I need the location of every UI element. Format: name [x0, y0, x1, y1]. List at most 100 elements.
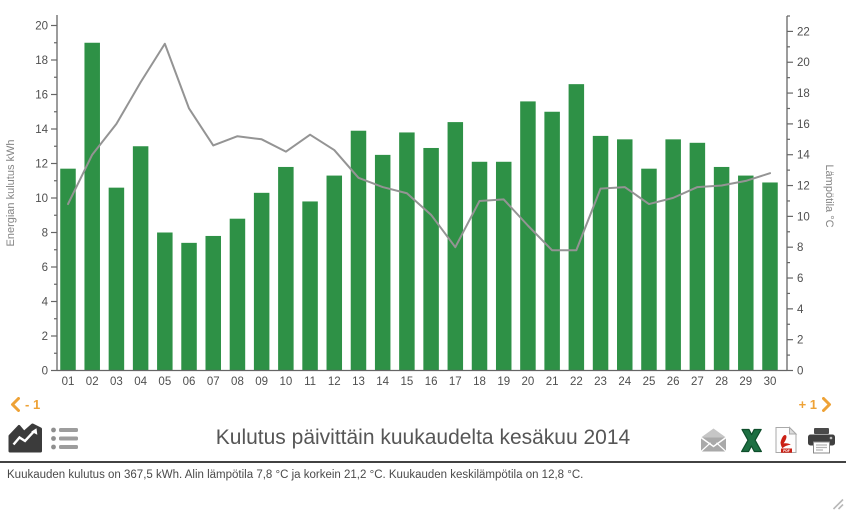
list-view-icon[interactable] [50, 425, 79, 452]
bar-day-25[interactable] [641, 168, 657, 371]
x-axis-label-02: 02 [86, 376, 99, 388]
x-axis-label-07: 07 [207, 376, 220, 388]
x-axis-label-05: 05 [158, 376, 171, 388]
x-axis-label-09: 09 [255, 376, 268, 388]
pdf-export-icon[interactable]: PDF [774, 426, 798, 454]
bar-day-16[interactable] [423, 147, 439, 371]
toolbar: Kulutus päivittäin kuukaudelta kesäkuu 2… [0, 420, 846, 460]
bar-day-15[interactable] [399, 132, 415, 371]
x-axis-label-01: 01 [62, 376, 75, 388]
right-axis-tick-label: 8 [797, 242, 803, 254]
excel-export-icon[interactable] [738, 427, 765, 454]
x-axis-label-03: 03 [110, 376, 123, 388]
x-axis-label-15: 15 [400, 376, 413, 388]
x-axis-label-18: 18 [473, 376, 486, 388]
bar-day-21[interactable] [544, 111, 560, 371]
right-axis-tick-label: 16 [797, 119, 810, 131]
x-axis-label-11: 11 [304, 376, 316, 388]
x-axis-label-10: 10 [279, 376, 292, 388]
bar-day-03[interactable] [108, 187, 125, 371]
bar-day-22[interactable] [568, 84, 585, 371]
x-axis-label-19: 19 [497, 376, 510, 388]
x-axis-label-25: 25 [643, 376, 656, 388]
x-axis-label-12: 12 [328, 376, 341, 388]
x-axis-label-28: 28 [715, 376, 728, 388]
resize-handle-icon[interactable] [830, 496, 845, 511]
axes [56, 15, 788, 372]
x-axis-label-20: 20 [522, 376, 535, 388]
summary-text: Kuukauden kulutus on 367,5 kWh. Alin läm… [7, 469, 584, 481]
right-axis-tick-label: 4 [797, 304, 804, 316]
x-axis-label-08: 08 [231, 376, 244, 388]
right-axis-tick-label: 6 [797, 273, 803, 285]
bar-day-18[interactable] [471, 161, 488, 371]
svg-text:PDF: PDF [783, 449, 790, 453]
left-axis-tick-label: 20 [35, 21, 48, 33]
x-axis-label-24: 24 [618, 376, 631, 388]
left-axis-tick-label: 12 [35, 159, 48, 171]
x-axis-label-16: 16 [425, 376, 438, 388]
bar-day-20[interactable] [520, 101, 536, 371]
prev-month-button[interactable]: - 1 [10, 397, 40, 412]
divider [0, 461, 846, 463]
export-actions: PDF [698, 426, 836, 454]
right-axis-tick-label: 12 [797, 181, 810, 193]
left-axis-tick-label: 10 [35, 193, 48, 205]
x-axis-label-13: 13 [352, 376, 365, 388]
bar-day-12[interactable] [326, 175, 343, 371]
x-axis-label-21: 21 [546, 376, 559, 388]
bar-day-11[interactable] [302, 201, 318, 371]
bar-day-07[interactable] [205, 235, 221, 371]
left-axis-tick-label: 18 [35, 55, 48, 67]
x-axis-label-26: 26 [667, 376, 680, 388]
left-axis-tick-label: 6 [42, 262, 48, 274]
bar-day-08[interactable] [229, 218, 246, 371]
next-month-button[interactable]: + 1 [799, 397, 832, 412]
area-chart-icon[interactable] [8, 423, 43, 454]
bar-day-19[interactable] [495, 161, 512, 371]
bar-day-13[interactable] [350, 130, 367, 371]
bar-day-28[interactable] [713, 166, 730, 371]
x-axis-label-04: 04 [134, 376, 147, 388]
bar-day-27[interactable] [689, 142, 706, 371]
right-axis-tick-label: 22 [797, 26, 810, 38]
x-axis-label-06: 06 [183, 376, 196, 388]
bar-day-24[interactable] [617, 139, 633, 371]
bar-day-01[interactable] [60, 168, 76, 371]
right-axis-tick-label: 2 [797, 335, 803, 347]
right-axis-tick-label: 14 [797, 150, 810, 162]
bar-day-23[interactable] [592, 135, 609, 371]
x-axis-label-29: 29 [739, 376, 752, 388]
left-axis-tick-label: 8 [42, 228, 48, 240]
bar-day-09[interactable] [253, 192, 270, 371]
bar-day-29[interactable] [738, 175, 754, 371]
email-icon[interactable] [698, 428, 729, 453]
print-icon[interactable] [807, 427, 836, 454]
right-axis-title: Lämpötila °C [823, 164, 835, 227]
left-axis-tick-label: 2 [42, 331, 48, 343]
bar-day-26[interactable] [665, 139, 681, 371]
prev-month-label: - 1 [25, 397, 41, 412]
x-axis-label-14: 14 [376, 376, 389, 388]
bar-day-30[interactable] [762, 182, 778, 371]
x-axis-label-22: 22 [570, 376, 583, 388]
left-axis-tick-label: 4 [42, 297, 49, 309]
bar-day-06[interactable] [181, 242, 197, 371]
chevron-left-icon [11, 397, 20, 412]
bar-day-05[interactable] [157, 232, 173, 371]
right-axis-tick-label: 18 [797, 88, 810, 100]
x-axis-label-23: 23 [594, 376, 607, 388]
bar-day-14[interactable] [374, 154, 391, 371]
left-axis-tick-label: 14 [35, 124, 48, 136]
right-axis-tick-label: 0 [797, 366, 803, 378]
left-axis-tick-label: 16 [35, 90, 48, 102]
chevron-right-icon [822, 397, 831, 412]
x-axis-label-27: 27 [691, 376, 704, 388]
bar-day-04[interactable] [132, 146, 149, 371]
view-switcher [8, 423, 79, 454]
bar-day-02[interactable] [84, 42, 100, 371]
chart-title: Kulutus päivittäin kuukaudelta kesäkuu 2… [215, 426, 631, 449]
bar-day-10[interactable] [278, 166, 294, 371]
